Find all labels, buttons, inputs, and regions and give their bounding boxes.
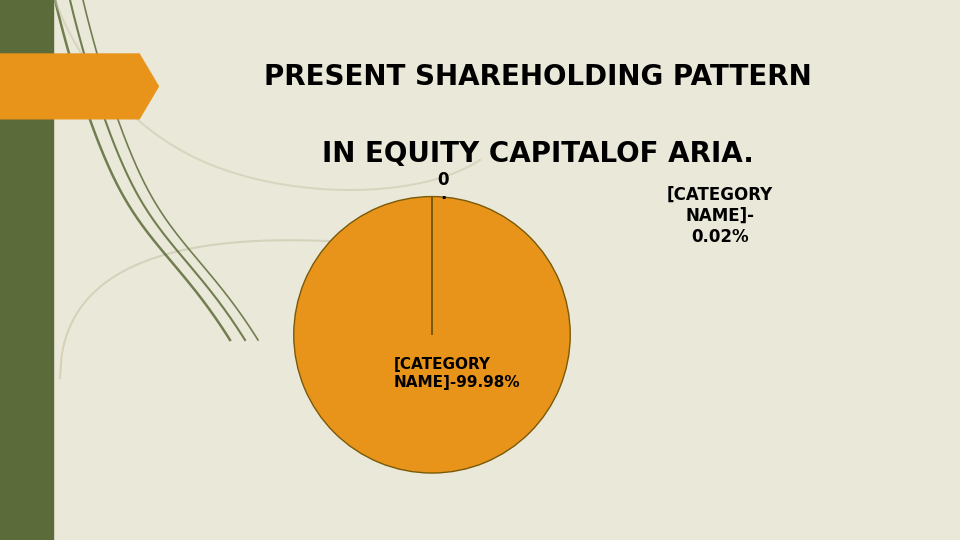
Text: 0: 0 <box>438 171 449 189</box>
Text: IN EQUITY CAPITALOF ARIA.: IN EQUITY CAPITALOF ARIA. <box>322 140 754 168</box>
Text: [CATEGORY
NAME]-
0.02%: [CATEGORY NAME]- 0.02% <box>667 186 773 246</box>
Wedge shape <box>294 197 570 473</box>
Text: [CATEGORY
NAME]-99.98%: [CATEGORY NAME]-99.98% <box>394 357 520 390</box>
Text: PRESENT SHAREHOLDING PATTERN: PRESENT SHAREHOLDING PATTERN <box>264 63 811 91</box>
Text: .: . <box>440 185 446 203</box>
